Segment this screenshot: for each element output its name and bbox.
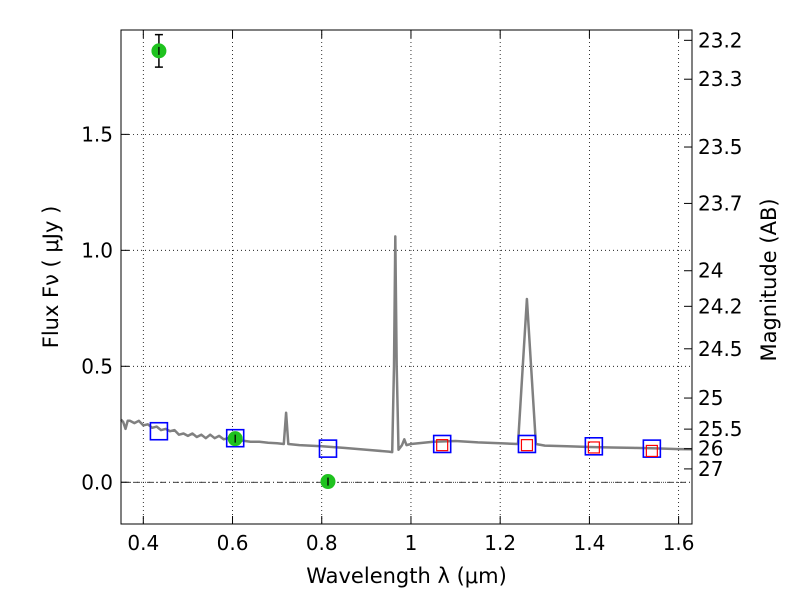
magnitude-tick-label: 25.5 <box>698 417 743 441</box>
x-tick-label: 0.8 <box>306 531 338 555</box>
model-blue-point <box>225 428 245 448</box>
magnitude-axis-label: Magnitude (AB) <box>757 198 781 361</box>
x-tick-label: 1.4 <box>573 531 605 555</box>
y-axis-label: Flux Fν ( μJy ) <box>39 206 63 349</box>
model-blue-point <box>584 437 604 456</box>
grid <box>121 30 692 524</box>
model-blue-series <box>149 421 662 458</box>
magnitude-tick-label: 23.5 <box>698 135 743 159</box>
observed-series <box>151 33 336 490</box>
model-blue-point <box>642 439 662 458</box>
magnitude-tick-label: 24.2 <box>698 294 743 318</box>
magnitude-tick-label: 23.7 <box>698 191 743 215</box>
model-red-series <box>436 439 658 458</box>
model-blue-point <box>517 434 537 454</box>
magnitude-tick-label: 24.5 <box>698 337 743 361</box>
x-axis-label: Wavelength λ (μm) <box>306 564 507 588</box>
model-red-point <box>587 441 600 454</box>
magnitude-tick-label: 25 <box>698 386 723 410</box>
x-tick-label: 0.6 <box>217 531 249 555</box>
x-tick-label: 1.6 <box>663 531 695 555</box>
x-tick-label: 1 <box>405 531 418 555</box>
magnitude-tick-label: 27 <box>698 457 723 481</box>
model-red-point <box>645 444 658 458</box>
x-tick-label: 1.2 <box>484 531 516 555</box>
model-blue-point <box>432 434 452 454</box>
spectrum-series <box>120 235 693 454</box>
magnitude-tick-label: 24 <box>698 259 723 283</box>
x-axis-ticks: 0.4 0.6 0.8 1 1.2 1.4 1.6 <box>127 30 695 555</box>
magnitude-tick-label: 26 <box>698 437 723 461</box>
y-tick-label: 1.5 <box>81 122 113 146</box>
model-red-point <box>436 439 449 452</box>
y-tick-label: 0.0 <box>81 470 113 494</box>
model-blue-point <box>318 439 338 458</box>
plot-frame <box>120 29 693 525</box>
magnitude-tick-label: 23.3 <box>698 67 743 91</box>
x-tick-label: 0.4 <box>127 531 159 555</box>
y-tick-label: 0.5 <box>81 354 113 378</box>
model-blue-point <box>149 421 169 441</box>
magnitude-tick-label: 23.2 <box>698 28 743 52</box>
spectrum-line <box>120 235 693 454</box>
model-red-point <box>520 439 534 452</box>
y-tick-label: 1.0 <box>81 238 113 262</box>
y-axis-ticks: 0.0 0.5 1.0 1.5 <box>81 122 129 494</box>
